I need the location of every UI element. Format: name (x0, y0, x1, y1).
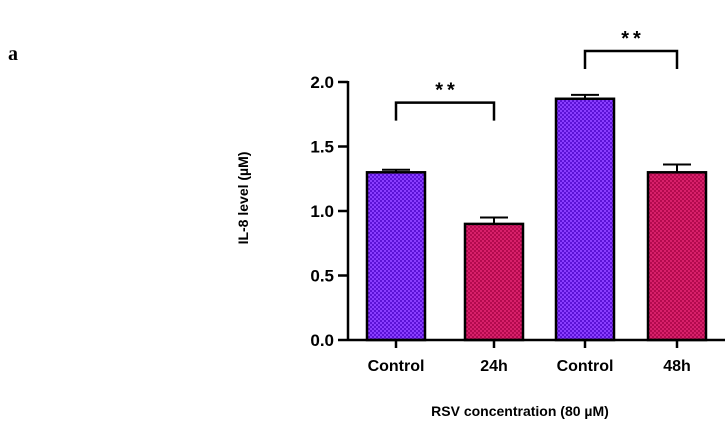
bar (465, 224, 523, 340)
x-axis-title: RSV concentration (80 µM) (431, 403, 609, 419)
bar (648, 172, 706, 340)
y-tick-label: 2.0 (310, 73, 334, 92)
x-tick-label: 48h (663, 358, 691, 375)
x-tick-label: Control (557, 358, 614, 375)
significance-label: ** (621, 28, 645, 50)
bars-group (367, 99, 706, 340)
x-tick-label: Control (368, 358, 425, 375)
y-tick-label: 1.0 (310, 202, 334, 221)
significance-brackets: ** ** (396, 28, 677, 121)
y-tick-label: 1.5 (310, 138, 334, 157)
y-axis-title: IL-8 level (µM) (235, 152, 251, 245)
y-axis: 0.0 0.5 1.0 1.5 2.0 (310, 73, 348, 350)
significance-bracket (585, 51, 677, 69)
x-tick-label: 24h (480, 358, 508, 375)
significance-label: ** (435, 80, 459, 102)
y-tick-label: 0.5 (310, 267, 334, 286)
x-axis: Control 24h Control 48h (348, 340, 725, 375)
bar (556, 99, 614, 340)
y-tick-label: 0.0 (310, 331, 334, 350)
bar (367, 172, 425, 340)
panel-label: a (8, 43, 18, 65)
error-bars-group (382, 95, 691, 224)
significance-bracket (396, 103, 494, 121)
